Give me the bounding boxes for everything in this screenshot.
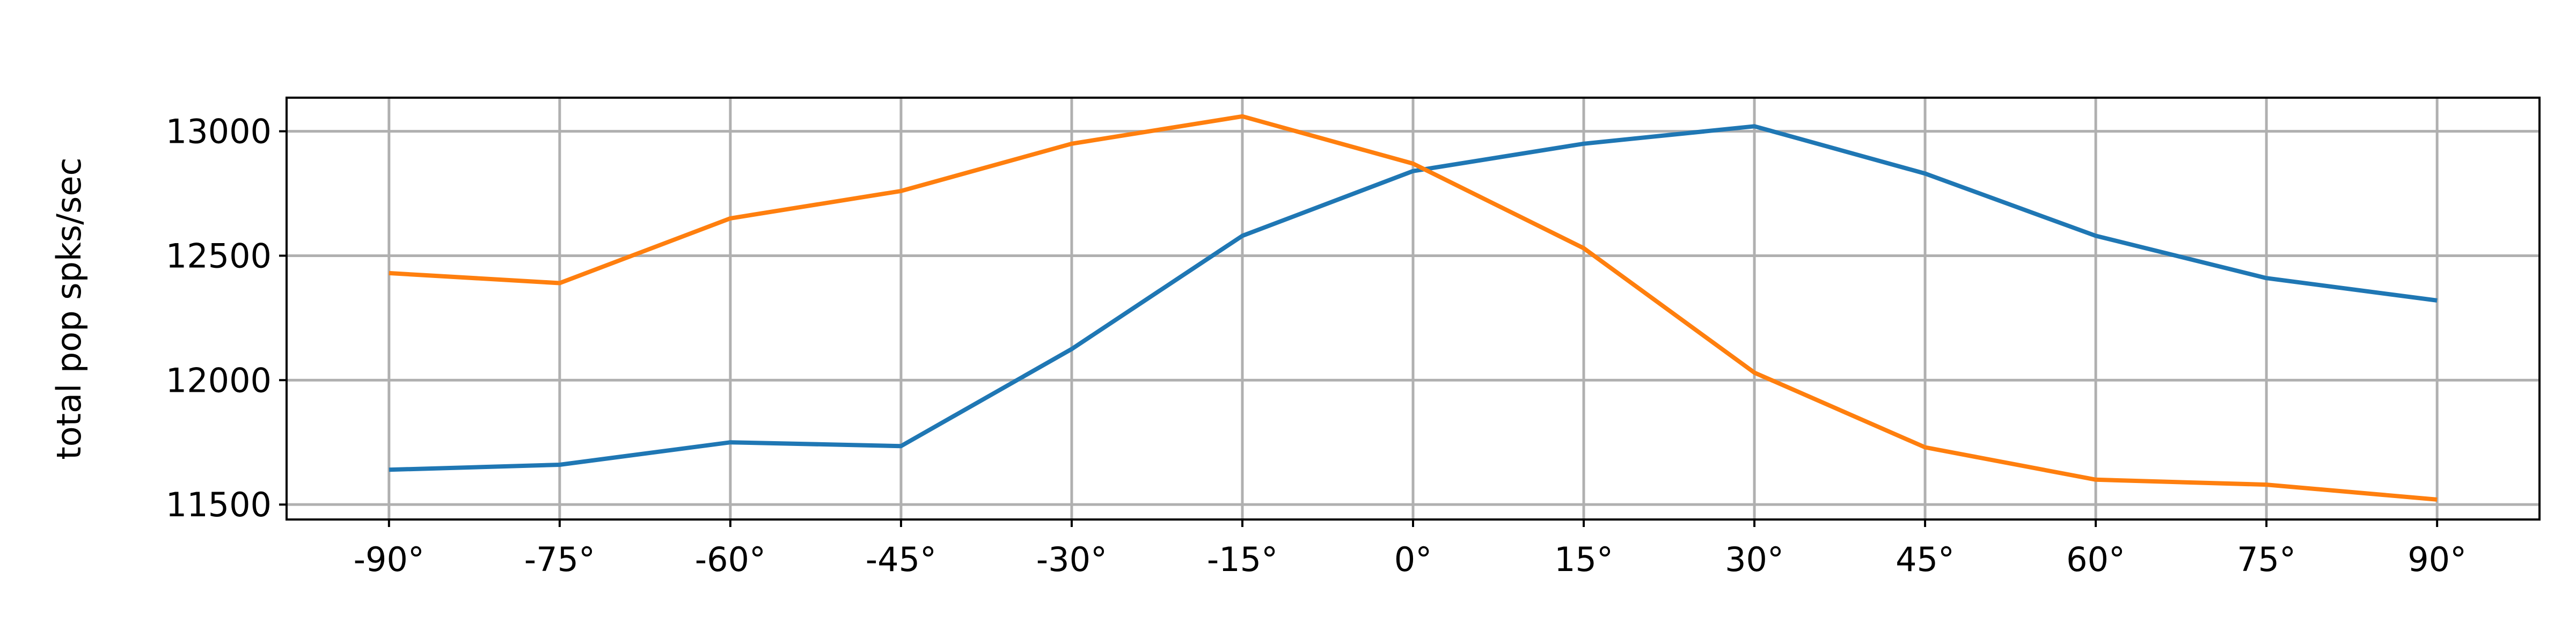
- series-lines: [389, 114, 2438, 502]
- x-tick-label: -75°: [524, 540, 595, 579]
- x-tick-label: 30°: [1725, 540, 1784, 579]
- x-tick-label: -45°: [866, 540, 936, 579]
- grid: [287, 98, 2540, 519]
- series-line-2: [389, 114, 2438, 502]
- x-tick-label: 15°: [1554, 540, 1613, 579]
- y-tick-label: 13000: [166, 112, 272, 151]
- x-tick-label: 45°: [1896, 540, 1955, 579]
- series-line-1: [389, 124, 2438, 472]
- x-tick-label: -30°: [1036, 540, 1107, 579]
- x-tick-label: -60°: [695, 540, 766, 579]
- x-tick-label: 75°: [2237, 540, 2296, 579]
- y-tick-label: 11500: [166, 485, 272, 524]
- y-tick-label: 12500: [166, 236, 272, 275]
- x-tick-label: -90°: [354, 540, 425, 579]
- y-axis-title: total pop spks/sec: [49, 157, 89, 459]
- x-axis-ticks: -90° -75° -60° -45° -30° -15° 0° 15° 30° 45° 60° 75…: [354, 519, 2467, 579]
- x-tick-label: -15°: [1207, 540, 1278, 579]
- y-axis-ticks: 11500 12000 12500 13000: [166, 112, 287, 524]
- x-tick-label: 60°: [2066, 540, 2125, 579]
- x-tick-label: 90°: [2407, 540, 2467, 579]
- y-tick-label: 12000: [166, 361, 272, 400]
- x-tick-label: 0°: [1394, 540, 1432, 579]
